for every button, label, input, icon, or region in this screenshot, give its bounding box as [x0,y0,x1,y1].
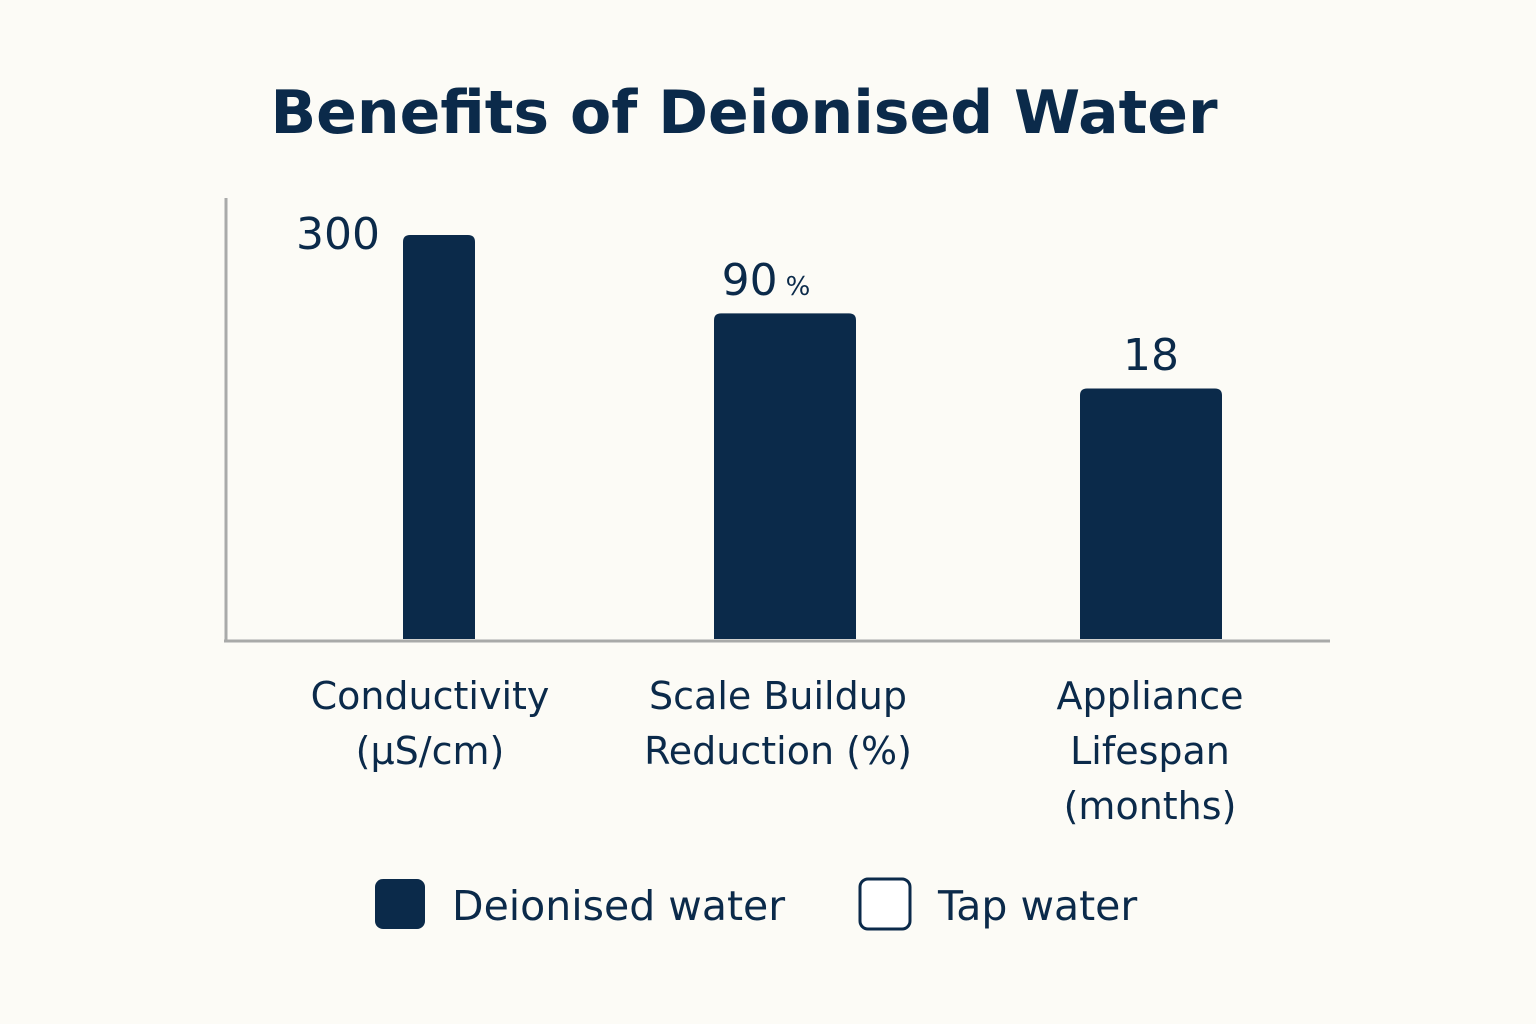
bar-0 [403,235,475,639]
bars-layer [403,235,1222,639]
category-label-1: Scale Buildup Reduction (%) [644,674,912,773]
bar-1 [714,313,856,639]
value-labels-layer: 300 90 % 18 [296,209,1179,381]
category-label-line: Appliance [1057,674,1244,718]
bar-2 [1080,388,1222,639]
category-label-line: Lifespan [1070,729,1230,773]
category-label-line: Scale Buildup [649,674,907,718]
category-label-line: (µS/cm) [356,729,505,773]
legend-swatch-1 [858,877,912,931]
category-label-line: Reduction (%) [644,729,912,773]
legend-label-0: Deionised water [452,882,785,930]
value-label-1: 90% [722,255,811,306]
value-suffix-1: % [786,272,811,302]
category-label-0: Conductivity (µS/cm) [311,674,550,773]
value-label-0: 300 [296,209,380,260]
legend-label-1: Tap water [937,882,1137,930]
category-label-line: Conductivity [311,674,550,718]
category-label-2: Appliance Lifespan (months) [1057,674,1244,828]
chart-title: Benefits of Deionised Water [270,78,1218,148]
legend-swatch-0 [375,879,425,929]
legend: Deionised water Tap water [375,877,1137,931]
category-label-line: (months) [1064,784,1237,828]
value-label-2: 18 [1123,330,1179,381]
category-labels-layer: Conductivity (µS/cm) Scale Buildup Reductio… [311,674,1244,828]
